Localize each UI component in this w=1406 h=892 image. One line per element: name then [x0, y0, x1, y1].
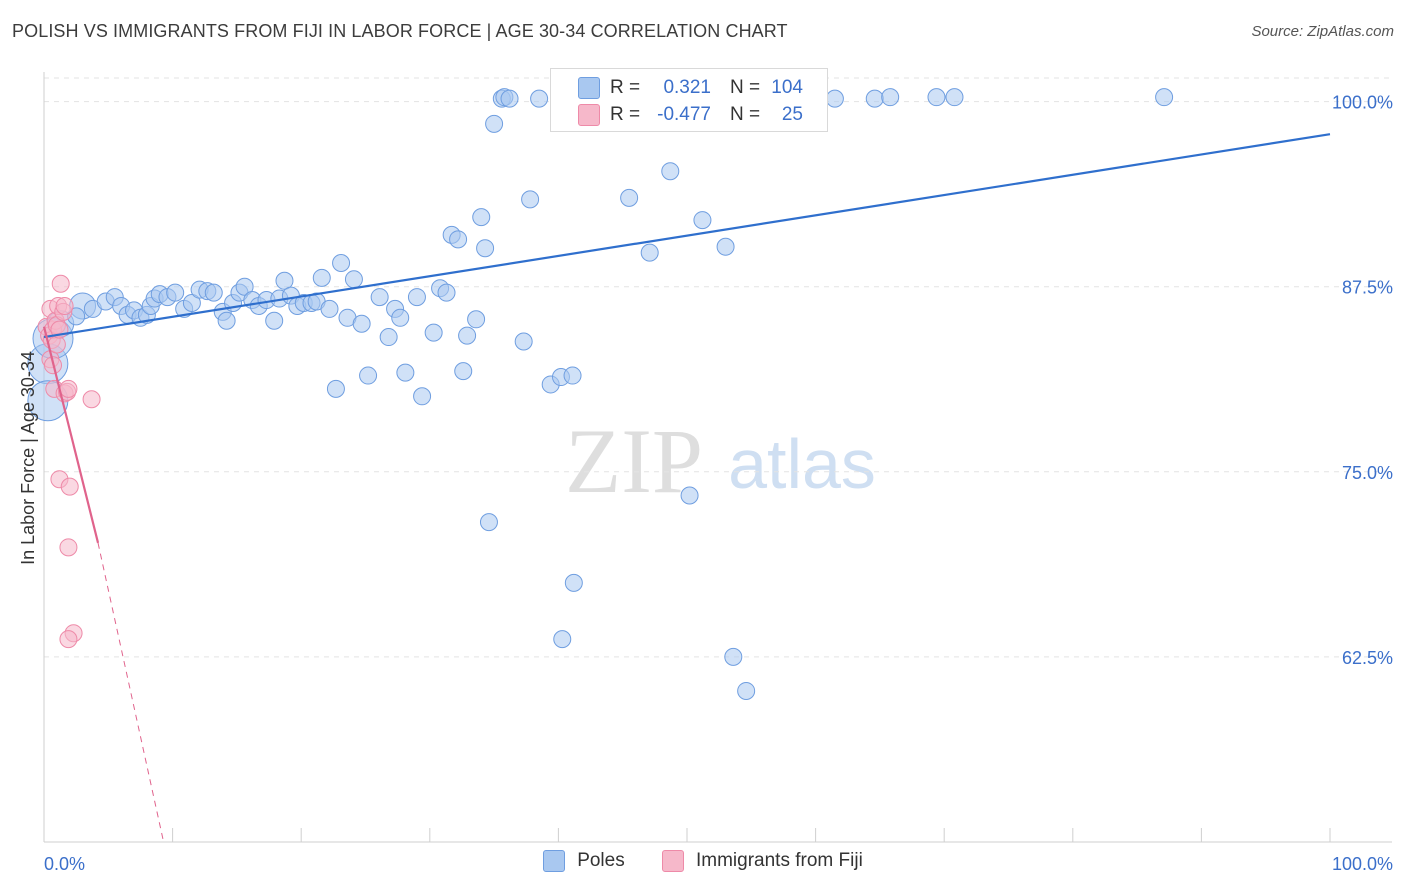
poles-point [563, 366, 582, 385]
stats-row-fiji: R = -0.477 N = 25 [551, 104, 827, 130]
legend-label-fiji: Immigrants from Fiji [696, 850, 863, 871]
poles-point [396, 363, 415, 382]
fiji-trendline [42, 326, 100, 544]
r-label: R = [610, 77, 641, 98]
fiji-point [60, 477, 79, 496]
poles-point [485, 114, 504, 133]
poles-point [737, 681, 756, 700]
fiji-point [51, 274, 70, 293]
chart-legend: Poles Immigrants from Fiji [0, 850, 1406, 878]
poles-point [693, 211, 712, 230]
poles-point [320, 299, 339, 318]
poles-point [530, 89, 549, 108]
poles-point [265, 311, 284, 330]
watermark: ZIP atlas [565, 410, 876, 512]
y-axis-label: In Labor Force | Age 30-34 [18, 351, 38, 565]
poles-point [521, 190, 540, 209]
watermark-zip: ZIP [565, 410, 703, 512]
watermark-atlas: atlas [728, 425, 876, 503]
poles-point [166, 283, 185, 302]
poles-point [379, 328, 398, 347]
poles-point [204, 283, 223, 302]
fiji-point [59, 538, 78, 557]
poles-point [359, 366, 378, 385]
poles-points [27, 88, 1174, 700]
trendlines [42, 133, 1331, 843]
poles-trendline [43, 133, 1331, 339]
poles-point [235, 277, 254, 296]
poles-point [413, 387, 432, 406]
poles-point [564, 573, 583, 592]
n-value: 25 [781, 104, 803, 125]
poles-point [553, 630, 572, 649]
poles-point [437, 283, 456, 302]
poles-point [724, 647, 743, 666]
r-value: 0.321 [663, 77, 711, 98]
source-label: Source: ZipAtlas.com [1251, 23, 1394, 40]
y-tick-label: 75.0% [1342, 463, 1393, 483]
poles-point [1155, 88, 1174, 107]
poles-point [407, 288, 426, 307]
legend-item-poles[interactable]: Poles [543, 850, 625, 872]
poles-point [881, 88, 900, 107]
poles-point [352, 314, 371, 333]
axes [43, 72, 1392, 843]
x-tick-label: 0.0% [44, 854, 85, 874]
fiji-legend-swatch [662, 850, 684, 872]
poles-point [467, 310, 486, 329]
poles-point [217, 311, 236, 330]
poles-point [680, 486, 699, 505]
poles-point [640, 243, 659, 262]
fiji-trendline [97, 542, 165, 843]
legend-item-fiji[interactable]: Immigrants from Fiji [662, 850, 863, 872]
fiji-swatch [578, 104, 600, 126]
stats-legend: R = 0.321 N = 104 R = -0.477 N = 25 [550, 68, 828, 132]
poles-point [424, 323, 443, 342]
legend-label-poles: Poles [577, 850, 625, 871]
poles-swatch [578, 77, 600, 99]
poles-point [458, 326, 477, 345]
poles-point [927, 88, 946, 107]
fiji-point [82, 390, 101, 409]
chart-title: POLISH VS IMMIGRANTS FROM FIJI IN LABOR … [12, 21, 788, 41]
poles-point [449, 230, 468, 249]
poles-point [182, 294, 201, 312]
y-tick-label: 87.5% [1342, 278, 1393, 298]
n-label: N = [730, 77, 761, 98]
stats-row-poles: R = 0.321 N = 104 [551, 77, 827, 103]
poles-point [479, 513, 498, 532]
n-label: N = [730, 104, 761, 125]
fiji-point [59, 379, 78, 398]
y-tick-label: 100.0% [1332, 93, 1393, 113]
fiji-point [59, 630, 78, 649]
poles-point [716, 237, 735, 256]
poles-point [344, 270, 363, 289]
poles-point [865, 89, 884, 108]
r-label: R = [610, 104, 641, 125]
poles-point [454, 362, 473, 381]
y-tick-label: 62.5% [1342, 648, 1393, 668]
fiji-point [55, 296, 74, 315]
poles-point [472, 208, 491, 227]
poles-point [620, 188, 639, 207]
poles-point [500, 89, 519, 108]
poles-point [661, 162, 680, 181]
tick-labels: 62.5% 75.0% 87.5% 100.0% 0.0% 100.0% [44, 93, 1393, 874]
poles-point [275, 271, 294, 290]
gridlines [44, 77, 1392, 658]
n-value: 104 [771, 77, 803, 98]
poles-point [312, 268, 331, 287]
poles-point [514, 332, 533, 351]
poles-point [326, 379, 345, 398]
poles-point [370, 288, 389, 307]
poles-point [391, 308, 410, 327]
x-tick-label: 100.0% [1332, 854, 1393, 874]
poles-legend-swatch [543, 850, 566, 872]
poles-point [825, 89, 844, 108]
poles-point [332, 254, 351, 273]
r-value: -0.477 [657, 104, 711, 125]
poles-point [476, 239, 495, 258]
poles-point [945, 88, 964, 107]
